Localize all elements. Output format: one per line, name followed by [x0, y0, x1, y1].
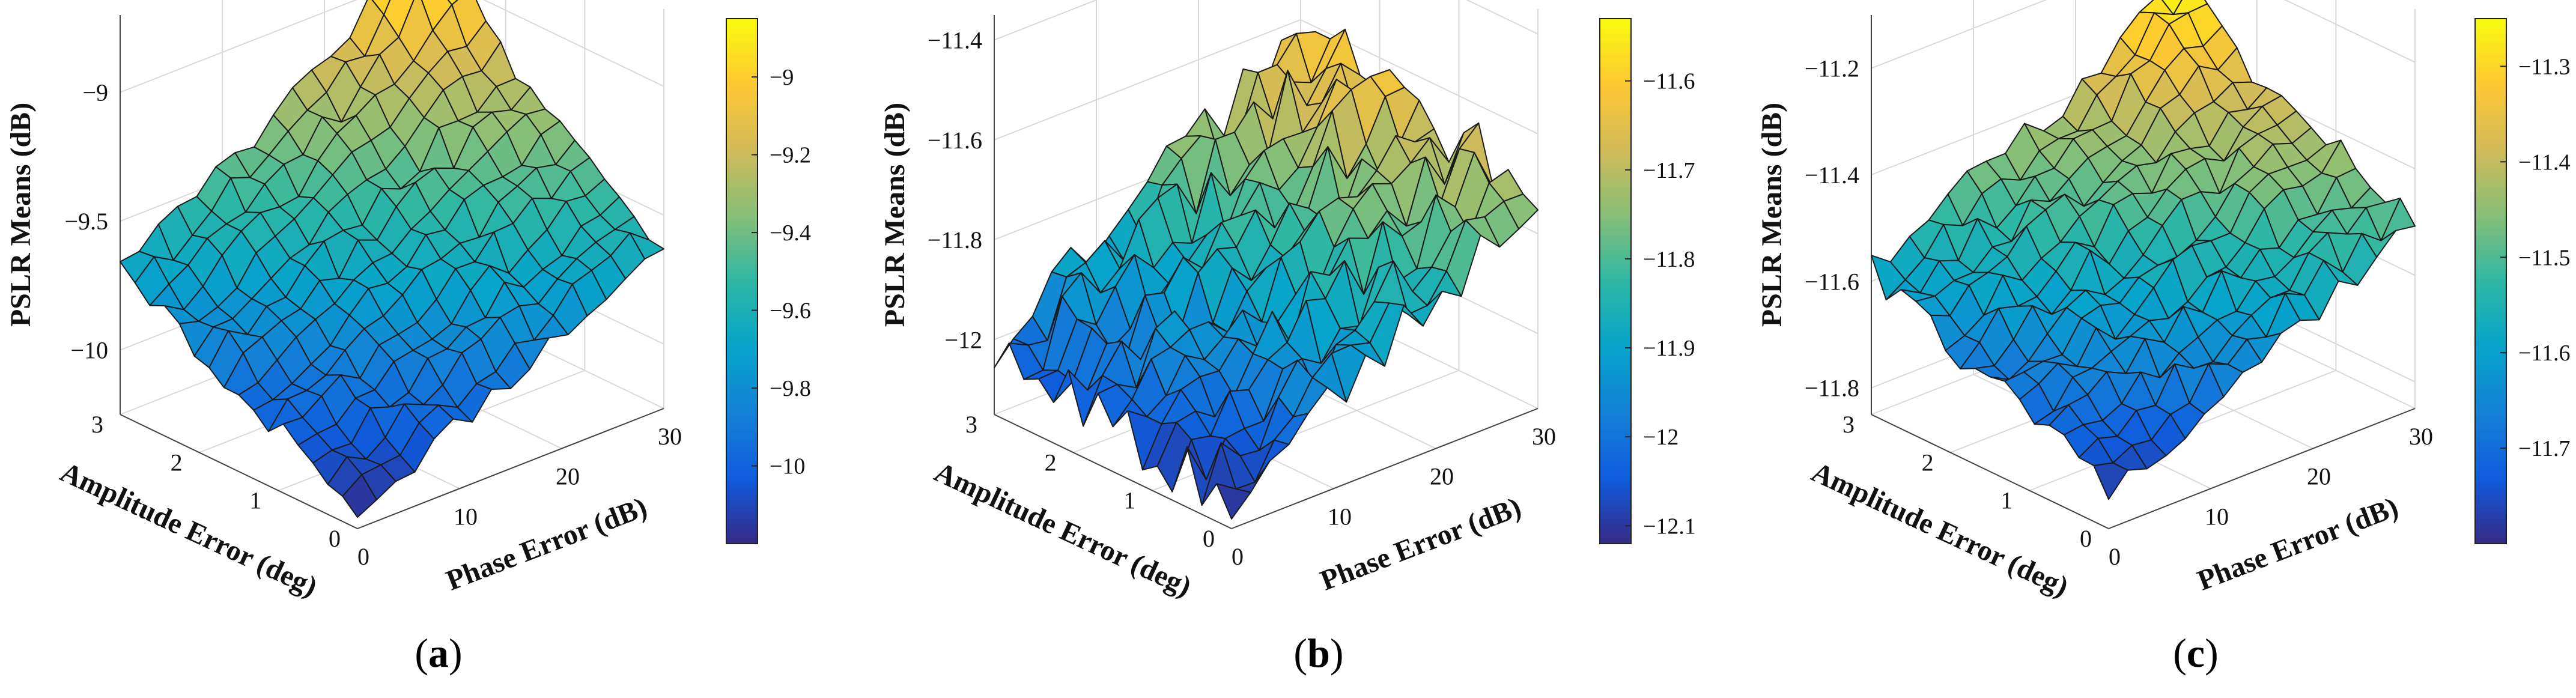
panel-c: 01230102030−11.8−11.6−11.4−11.2Amplitude…	[1756, 0, 2571, 676]
z-axis-label: PSLR Means (dB)	[1756, 103, 1788, 327]
z-tick-label: −11.6	[1805, 268, 1859, 295]
z-tick-label: −9.5	[64, 208, 108, 235]
y-axis-line	[2108, 408, 2416, 529]
x-axis-label: Amplitude Error (deg)	[55, 456, 322, 602]
colorbar-tick-label: −9.4	[770, 220, 811, 246]
colorbar: −11.7 −11.6 −11.5 −11.4 −11.3	[2474, 18, 2571, 544]
z-axis-label: PSLR Means (dB)	[879, 103, 911, 327]
y-tick-label: 10	[1328, 503, 1352, 530]
z-tick-label: −11.2	[1805, 55, 1859, 82]
y-tick-label: 0	[1232, 543, 1244, 570]
x-tick-label: 0	[329, 525, 341, 552]
x-tick-label: 1	[2000, 487, 2012, 514]
colorbar-frame	[2474, 18, 2507, 544]
y-tick-label: 30	[658, 423, 682, 450]
surface-cell	[2093, 462, 2128, 500]
panel-label: (a)	[415, 630, 462, 676]
y-tick-label: 20	[556, 463, 580, 490]
surface-mesh	[1871, 0, 2416, 500]
x-tick-label: 0	[2080, 525, 2092, 552]
x-tick-label: 2	[171, 449, 183, 476]
colorbar-tick-label: −10	[770, 454, 805, 479]
wall-gridline	[1871, 0, 2416, 69]
panel-label: (c)	[2173, 630, 2219, 676]
colorbar: −10 −9.8 −9.6 −9.4 −9.2 −9	[726, 18, 811, 544]
x-tick-label: 3	[1842, 411, 1855, 438]
wall-gridline	[994, 19, 1539, 141]
x-axis-line	[120, 414, 358, 529]
colorbar-tick-label: −12.1	[1643, 514, 1696, 539]
x-axis-line	[1871, 414, 2109, 529]
wall-gridline	[120, 0, 664, 93]
colorbar-tick-label: −9.8	[770, 376, 811, 401]
surface-mesh	[994, 28, 1539, 520]
colorbar-tick-label: −11.5	[2518, 245, 2571, 270]
colorbar-tick-label: −9.2	[770, 143, 811, 168]
x-axis-line	[994, 414, 1232, 529]
x-axis-label: Amplitude Error (deg)	[1806, 456, 2073, 602]
y-tick-label: 30	[1532, 423, 1556, 450]
z-tick-label: −10	[70, 337, 108, 364]
x-tick-label: 2	[1922, 449, 1934, 476]
x-tick-label: 0	[1203, 525, 1215, 552]
x-axis-label: Amplitude Error (deg)	[929, 456, 1196, 602]
panel-label: (b)	[1293, 630, 1343, 676]
z-tick-label: −11.6	[928, 127, 982, 154]
wall-gridline	[994, 0, 1539, 41]
y-axis-line	[1231, 408, 1539, 529]
colorbar-tick-label: −9	[770, 65, 794, 90]
z-tick-label: −12	[944, 326, 982, 353]
colorbar-tick-label: −11.9	[1643, 336, 1695, 361]
colorbar-tick-label: −11.4	[2518, 150, 2571, 175]
x-tick-label: 3	[91, 411, 103, 438]
colorbar-gradient	[726, 19, 758, 544]
x-tick-label: 3	[965, 411, 977, 438]
z-axis-label: PSLR Means (dB)	[5, 103, 37, 327]
y-tick-label: 20	[2307, 463, 2331, 490]
y-tick-label: 0	[2109, 543, 2121, 570]
colorbar-tick-label: −11.6	[1643, 69, 1695, 94]
colorbar-tick-label: −12	[1643, 425, 1678, 450]
colorbar-tick-label: −11.8	[1643, 247, 1695, 272]
z-tick-label: −9	[82, 79, 108, 106]
y-tick-label: 30	[2409, 423, 2433, 450]
colorbar-gradient	[2475, 19, 2506, 544]
z-tick-label: −11.8	[928, 226, 982, 253]
y-tick-label: 10	[454, 503, 478, 530]
surface-cell	[1216, 483, 1251, 520]
x-tick-label: 1	[249, 487, 261, 514]
colorbar-frame	[1599, 18, 1632, 544]
colorbar-gradient	[1600, 19, 1631, 544]
y-tick-label: 0	[357, 543, 369, 570]
z-tick-label: −11.8	[1805, 375, 1859, 402]
colorbar-tick-label: −11.3	[2518, 54, 2571, 79]
z-tick-label: −11.4	[928, 27, 982, 54]
colorbar-tick-label: −11.6	[2518, 341, 2571, 366]
surface-mesh	[120, 0, 664, 518]
y-axis-line	[357, 408, 664, 529]
colorbar-tick-label: −11.7	[2518, 436, 2571, 461]
x-tick-label: 2	[1045, 449, 1057, 476]
y-tick-label: 10	[2205, 503, 2229, 530]
colorbar: −12.1 −12 −11.9 −11.8 −11.7 −11.6	[1599, 18, 1696, 544]
y-tick-label: 20	[1430, 463, 1454, 490]
colorbar-tick-label: −11.7	[1643, 158, 1695, 183]
surface-cell	[342, 474, 377, 518]
surface-cell	[447, 0, 459, 5]
x-tick-label: 1	[1123, 487, 1135, 514]
z-tick-label: −11.4	[1805, 162, 1859, 189]
colorbar-tick-label: −9.6	[770, 299, 811, 324]
colorbar-frame	[726, 18, 758, 544]
